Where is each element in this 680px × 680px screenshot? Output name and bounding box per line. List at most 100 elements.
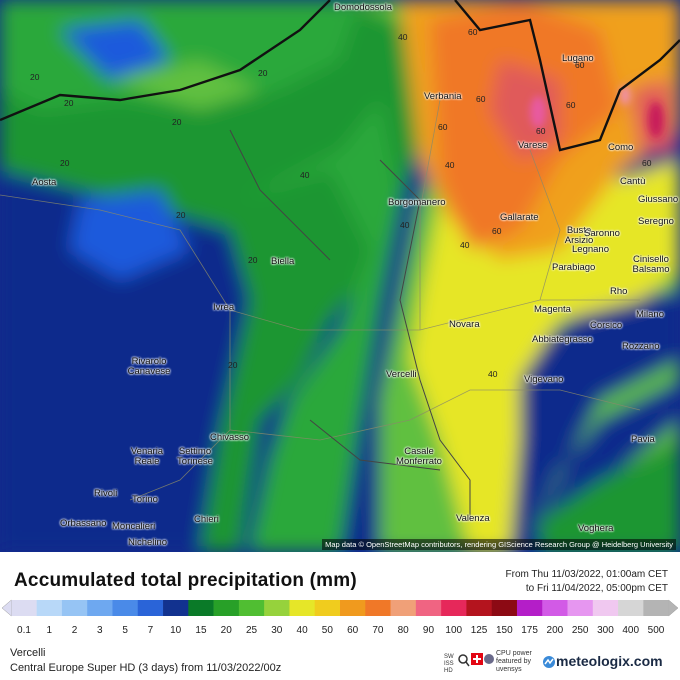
scale-swatch [11,600,37,616]
contour-label: 20 [228,360,238,370]
scale-swatch [415,600,442,616]
model-info: Central Europe Super HD (3 days) from 11… [10,662,282,674]
map-attribution: Map data © OpenStreetMap contributors, r… [322,539,676,550]
contour-label: 20 [176,210,186,220]
place-label: Milano [636,309,664,320]
contour-label: 40 [300,170,310,180]
place-label: Magenta [534,304,571,315]
uvensys-icon [484,654,494,664]
scale-swatch [390,600,417,616]
scale-swatch [264,600,290,616]
scale-swatch [36,600,63,616]
scale-label: 175 [521,625,538,636]
place-label: Casale Monferrato [396,446,442,467]
scale-swatch [592,600,619,616]
period-end: to Fri 11/04/2022, 05:00pm CET [525,583,668,594]
place-label: Novara [449,319,480,330]
map-layers [0,0,680,552]
scale-swatch [618,600,644,616]
boundaries [229,129,471,520]
scale-swatch [87,600,113,616]
place-label: Vercelli [386,369,417,380]
scale-label: 150 [496,625,513,636]
contour-label: 20 [64,98,74,108]
contour-label: 60 [642,158,652,168]
scale-label: 80 [398,625,410,636]
place-label: Domodossola [334,2,393,13]
logo-icons [458,653,483,667]
contour-label: 60 [575,60,585,70]
scale-label: 3 [97,625,103,636]
contour-label: 60 [476,94,486,104]
location: Vercelli [10,647,46,659]
place-label: Parabiago [552,262,596,273]
precipitation-field [0,0,680,552]
scale-label: 400 [622,625,639,636]
scale-swatch [542,600,568,616]
scale-label: 15 [195,625,207,636]
contour-label: 20 [248,255,258,265]
brand: meteologix.com [556,653,663,669]
brand-icon [543,656,555,668]
contour-label: 40 [400,220,410,230]
place-label: Como [608,142,634,153]
scale-label: 50 [322,625,334,636]
place-label: Gallarate [500,212,539,223]
contour-label: 40 [445,160,455,170]
contour-label: 60 [468,27,478,37]
place-label: Vigevano [524,374,564,385]
place-label: Voghera [578,523,614,534]
precipitation-peaks [530,85,664,138]
contour-label: 60 [438,122,448,132]
scale-label: 200 [547,625,564,636]
place-label: Rozzano [622,341,660,352]
place-label: Rho [610,286,628,297]
place-label: Verbania [424,91,462,102]
swiss-hd-badge: SWISS HD [444,654,454,674]
scale-swatch [213,600,240,616]
place-label: Torino [132,494,158,505]
contour-label: 20 [172,117,182,127]
scale-label: 1 [46,625,52,636]
scale-label: 7 [148,625,154,636]
scale-label: 500 [648,625,665,636]
place-label: Rivarolo Canavese [127,356,171,377]
scale-swatch [365,600,391,616]
place-label: Ivrea [213,302,235,313]
scale-swatch [314,600,341,616]
place-label: Aosta [32,177,57,188]
place-label: Pavia [631,434,655,445]
place-label: Venaria Reale [130,446,164,467]
scale-swatch [567,600,594,616]
color-scale: 0.1 1 2 3 5 7 10 15 20 25 30 40 50 60 70 80 90 100 125 150 1… [1,599,679,636]
scale-swatch [112,600,139,616]
scale-swatch [137,600,164,616]
scale-swatch [441,600,467,616]
precipitation-map: Domodossola Lugano Verbania Varese Como Cantù… [0,0,680,552]
scale-label: 60 [347,625,359,636]
scale-swatch [163,600,189,616]
contour-label: 20 [30,72,40,82]
contour-label: 60 [492,226,502,236]
scale-swatch [643,600,669,616]
place-label: Saronno [584,228,620,239]
national-border [0,0,680,152]
scale-label: 300 [597,625,614,636]
scale-label: 0.1 [17,625,31,636]
place-label: Cinisello Balsamo [632,254,670,275]
scale-swatch [466,600,492,616]
scale-label: 70 [372,625,384,636]
place-label: Seregno [638,216,674,227]
scale-label: 40 [297,625,309,636]
scale-swatch [238,600,265,616]
scale-label: 10 [170,625,182,636]
scale-label: 25 [246,625,258,636]
legend-title: Accumulated total precipitation (mm) [14,570,357,591]
scale-label: 90 [423,625,435,636]
scale-swatch [188,600,214,616]
scale-label: 125 [471,625,488,636]
contour-label: 60 [536,126,546,136]
place-label: Lugano [562,53,594,64]
